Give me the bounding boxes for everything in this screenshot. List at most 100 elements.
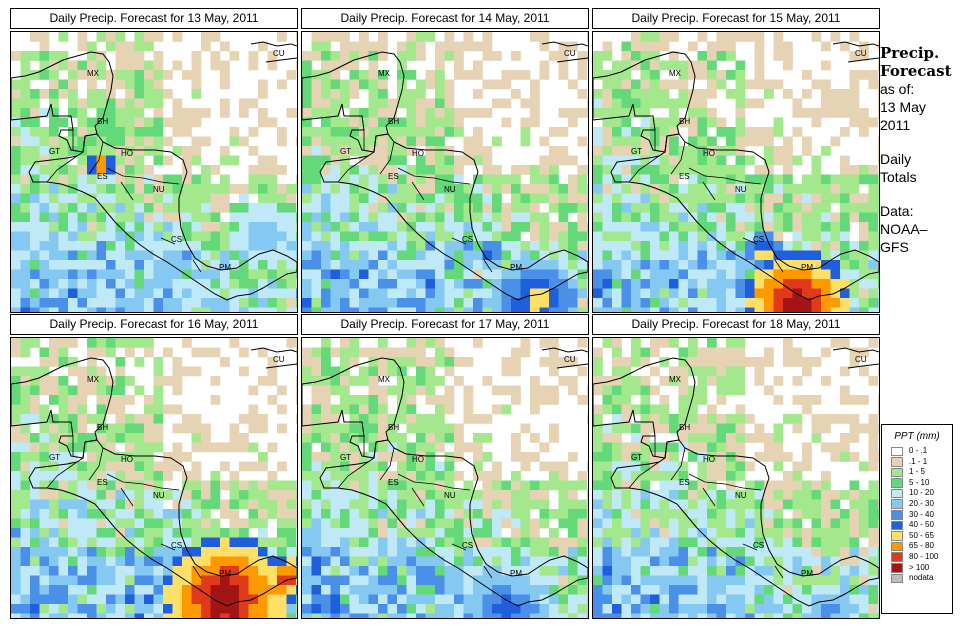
precip-cell — [688, 108, 698, 118]
precip-cell — [39, 222, 50, 232]
precip-cell — [144, 279, 154, 289]
precip-cell — [229, 51, 240, 61]
precip-cell — [602, 250, 613, 261]
precip-cell — [435, 499, 445, 510]
precip-cell — [764, 241, 774, 251]
country-label: GT — [340, 453, 351, 462]
precip-cell — [840, 585, 850, 595]
precip-cell — [640, 70, 651, 80]
precip-cell — [20, 136, 31, 147]
precip-cell — [868, 338, 879, 348]
precip-cell — [621, 480, 632, 491]
country-label: PM — [801, 263, 813, 272]
precip-cell — [416, 490, 426, 500]
precip-cell — [210, 288, 221, 299]
precip-cell — [58, 288, 69, 299]
precip-cell — [172, 537, 183, 548]
precip-cell — [134, 528, 145, 538]
precip-cell — [387, 98, 398, 109]
precip-cell — [454, 433, 464, 443]
precip-cell — [302, 241, 312, 251]
precip-cell — [650, 250, 660, 261]
precip-cell — [210, 279, 221, 289]
precip-cell — [397, 193, 407, 204]
precip-cell — [125, 471, 135, 481]
precip-cell — [125, 433, 135, 443]
precip-cell — [134, 490, 145, 500]
precip-cell — [640, 509, 651, 519]
precip-cell — [716, 155, 727, 166]
precip-cell — [773, 203, 784, 213]
precip-cell — [840, 509, 850, 519]
country-label: MX — [669, 375, 682, 384]
precip-cell — [840, 231, 850, 242]
precip-cell — [330, 433, 341, 443]
precip-cell — [172, 613, 183, 618]
precip-cell — [340, 79, 350, 90]
precip-cell — [482, 241, 493, 251]
precip-cell — [773, 452, 784, 462]
precip-cell — [678, 442, 689, 453]
precip-cell — [258, 298, 268, 308]
precip-cell — [311, 250, 322, 261]
precip-cell — [239, 193, 249, 204]
precip-cell — [311, 307, 322, 312]
precip-cell — [182, 547, 192, 557]
precip-cell — [359, 279, 369, 289]
precip-cell — [134, 193, 145, 204]
precip-cell — [859, 604, 869, 614]
precip-cell — [378, 231, 388, 242]
precip-cell — [612, 108, 622, 118]
precip-cell — [878, 279, 879, 289]
precip-cell — [30, 108, 40, 118]
precip-cell — [802, 490, 812, 500]
precip-cell — [378, 547, 388, 557]
precip-cell — [49, 269, 59, 280]
forecast-panel-5: Daily Precip. Forecast for 17 May, 2011 … — [301, 314, 591, 621]
precip-cell — [868, 556, 879, 567]
precip-cell — [115, 480, 126, 491]
precip-cell — [321, 89, 331, 99]
precip-cell — [220, 98, 230, 109]
precip-cell — [68, 212, 78, 223]
precip-cell — [792, 184, 803, 194]
precip-cell — [11, 499, 21, 510]
precip-cell — [444, 174, 455, 185]
precip-cell — [144, 127, 154, 137]
precip-cell — [96, 193, 107, 204]
precip-cell — [602, 395, 613, 405]
precip-cell — [68, 471, 78, 481]
precip-cell — [587, 490, 588, 500]
precip-cell — [678, 184, 689, 194]
precip-cell — [716, 260, 727, 270]
precip-cell — [125, 566, 135, 576]
precip-cell — [716, 79, 727, 90]
cuba-coastline — [832, 347, 879, 369]
precip-cell — [115, 269, 126, 280]
precip-cell — [144, 241, 154, 251]
precip-cell — [745, 307, 755, 312]
precip-cell — [191, 547, 202, 557]
precip-cell — [678, 212, 689, 223]
precip-cell — [501, 575, 512, 586]
precip-cell — [134, 537, 145, 548]
precip-cell — [650, 509, 660, 519]
precip-cell — [640, 376, 651, 386]
precip-cell — [482, 108, 493, 118]
precip-cell — [473, 89, 483, 99]
precip-cell — [248, 480, 259, 491]
precip-cell — [368, 357, 379, 367]
precip-cell — [96, 604, 107, 614]
precip-cell — [125, 528, 135, 538]
precip-cell — [640, 203, 651, 213]
country-label: NU — [444, 491, 456, 500]
precip-cell — [688, 231, 698, 242]
precip-cell — [482, 480, 493, 491]
precip-cell — [773, 79, 784, 90]
precip-cell — [311, 212, 322, 223]
precip-cell — [444, 231, 455, 242]
precip-cell — [631, 269, 641, 280]
precip-cell — [191, 222, 202, 232]
precip-cell — [77, 279, 88, 289]
precip-cell — [659, 279, 670, 289]
